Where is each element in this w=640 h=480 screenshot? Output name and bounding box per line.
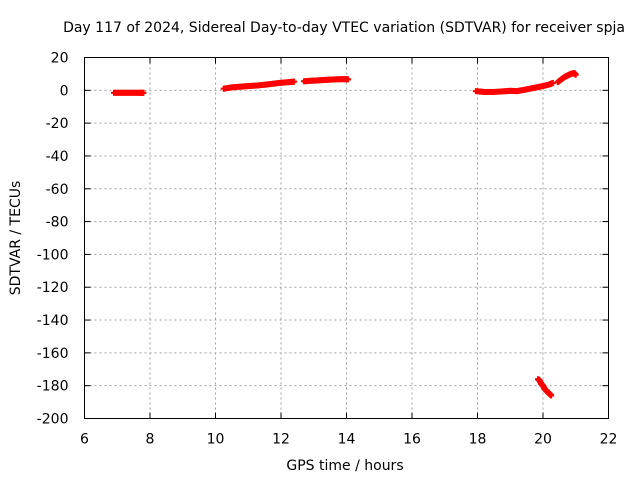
chart-title: Day 117 of 2024, Sidereal Day-to-day VTE… (63, 20, 625, 36)
y-tick-label: -60 (46, 182, 69, 198)
y-tick-label: 0 (60, 83, 69, 99)
data-point (140, 89, 147, 96)
y-tick-labels: 20 0 -20 -40 -60 -80 -100 -120 -140 -160 -180 -200 (37, 51, 69, 428)
y-axis-label: SDTVAR / TECUs (8, 181, 24, 296)
grid (84, 57, 609, 419)
x-tick-label: 6 (80, 432, 89, 448)
data-point (572, 71, 579, 78)
x-axis-label: GPS time / hours (286, 458, 403, 474)
data-point (291, 78, 298, 85)
x-tick-label: 12 (272, 432, 290, 448)
x-tick-label: 10 (207, 432, 225, 448)
x-tick-labels: 6 8 10 12 14 16 18 20 22 (80, 432, 617, 448)
y-tick-label: -160 (37, 346, 69, 362)
x-tick-label: 8 (146, 432, 155, 448)
x-tick-label: 20 (534, 432, 552, 448)
plot-frame (84, 57, 609, 419)
x-tick-label: 16 (403, 432, 421, 448)
y-tick-label: -20 (46, 116, 69, 132)
y-tick-label: -120 (37, 280, 69, 296)
x-tick-label: 22 (600, 432, 618, 448)
y-tick-label: -140 (37, 313, 69, 329)
x-tick-label: 18 (469, 432, 487, 448)
y-tick-label: -180 (37, 379, 69, 395)
x-tick-label: 14 (338, 432, 356, 448)
data-point (345, 76, 352, 83)
y-tick-label: 20 (51, 51, 69, 67)
data-point (548, 392, 555, 399)
y-tick-label: -200 (37, 412, 69, 428)
y-tick-label: -40 (46, 149, 69, 165)
y-tick-label: -80 (46, 215, 69, 231)
data-series (110, 70, 579, 399)
y-tick-label: -100 (37, 247, 69, 263)
